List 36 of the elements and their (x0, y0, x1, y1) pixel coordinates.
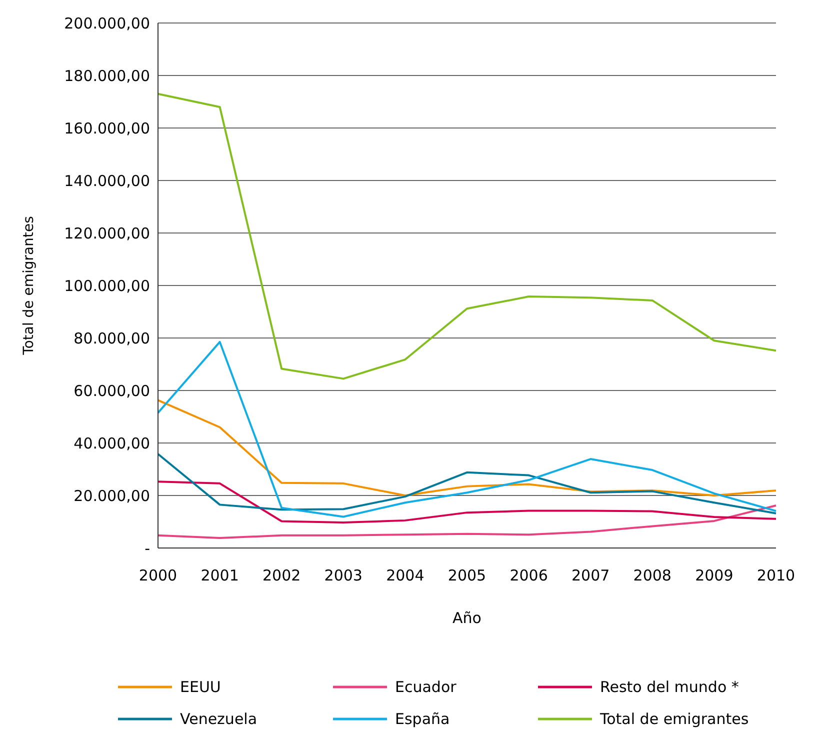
y-tick-label: 60.000,00 (74, 382, 150, 400)
legend-label: Total de emigrantes (600, 710, 749, 728)
y-tick-label: - (144, 539, 150, 558)
x-axis-title: Año (452, 609, 482, 627)
y-axis-title: Total de emigrantes (20, 216, 37, 356)
x-tick-label: 2006 (510, 566, 548, 585)
x-tick-label: 2004 (386, 566, 424, 585)
y-tick-label: 200.000,00 (64, 14, 150, 32)
line-series (157, 399, 777, 496)
line-series (157, 92, 777, 380)
x-tick-label: 2001 (200, 566, 239, 585)
x-tick-label: 2010 (756, 566, 796, 585)
line-series (157, 340, 777, 518)
x-tick-label: 2000 (138, 566, 178, 585)
legend-label: Venezuela (180, 710, 258, 728)
line-series (157, 504, 777, 540)
legend-label: Resto del mundo * (600, 678, 739, 696)
x-tick-label: 2002 (262, 566, 301, 585)
legend-label: Ecuador (395, 678, 456, 696)
line-series (157, 453, 777, 514)
line-series (157, 480, 777, 524)
y-tick-label: 40.000,00 (74, 434, 150, 452)
y-tick-label: 120.000,00 (64, 224, 150, 242)
y-tick-label: 20.000,00 (74, 486, 150, 505)
y-tick-label: 140.000,00 (64, 172, 150, 190)
x-tick-label: 2005 (448, 566, 486, 585)
y-tick-label: 180.000,00 (64, 66, 150, 85)
x-tick-label: 2007 (572, 566, 610, 585)
x-tick-label: 2008 (633, 566, 672, 585)
x-tick-label: 2009 (695, 566, 734, 585)
legend-label: España (395, 710, 450, 728)
x-tick-label: 2003 (324, 566, 362, 585)
y-tick-label: 80.000,00 (74, 329, 150, 348)
y-tick-label: 100.000,00 (64, 276, 150, 295)
legend-label: EEUU (180, 678, 221, 696)
y-tick-label: 160.000,00 (64, 119, 150, 138)
